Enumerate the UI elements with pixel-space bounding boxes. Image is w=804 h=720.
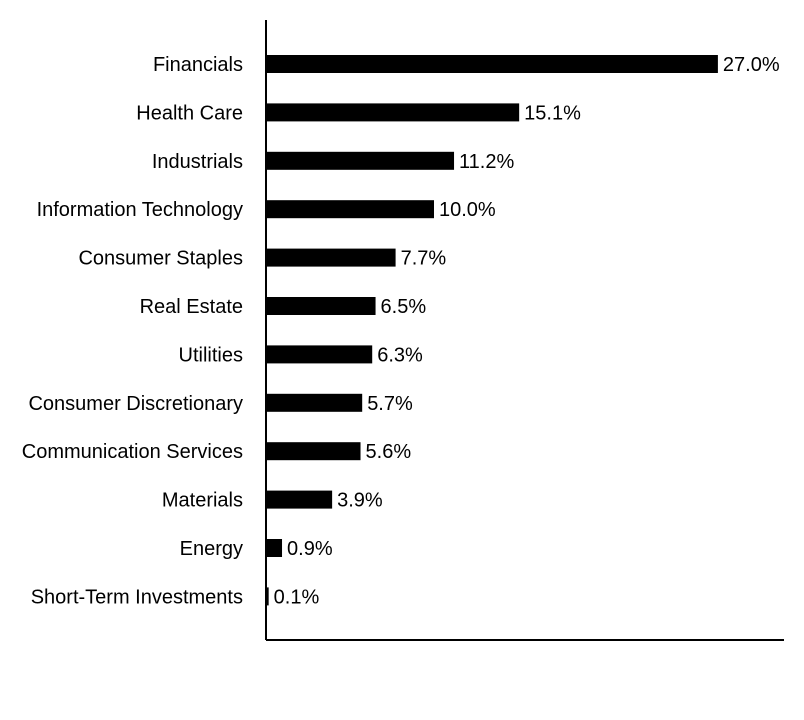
bar-consumer-discretionary <box>267 393 363 412</box>
value-label-real-estate: 6.5% <box>381 296 427 318</box>
category-label-materials: Materials <box>162 490 243 512</box>
labels-layer: Financials 27.0% Health Care 15.1% Industria… <box>22 54 780 608</box>
category-label-real-estate: Real Estate <box>140 296 243 318</box>
value-label-materials: 3.9% <box>337 490 383 512</box>
value-label-consumer-discretionary: 5.7% <box>367 393 413 415</box>
category-label-health-care: Health Care <box>136 102 243 124</box>
bars-layer <box>267 55 718 606</box>
category-label-information-technology: Information Technology <box>37 199 243 221</box>
category-label-industrials: Industrials <box>152 151 243 173</box>
bar-real-estate <box>267 297 376 315</box>
bar-communication-services <box>267 442 361 461</box>
value-label-financials: 27.0% <box>723 54 780 76</box>
bar-health-care <box>267 103 520 122</box>
value-label-communication-services: 5.6% <box>366 441 412 463</box>
bar-financials <box>267 55 718 73</box>
bar-materials <box>267 490 333 509</box>
category-label-energy: Energy <box>180 538 243 560</box>
category-label-consumer-discretionary: Consumer Discretionary <box>28 393 243 415</box>
bar-consumer-staples <box>267 248 396 267</box>
bar-information-technology <box>267 200 434 219</box>
category-label-financials: Financials <box>153 54 243 76</box>
value-label-energy: 0.9% <box>287 538 333 560</box>
category-label-communication-services: Communication Services <box>22 441 243 463</box>
value-label-short-term-investments: 0.1% <box>274 586 320 608</box>
value-label-utilities: 6.3% <box>377 344 423 366</box>
value-label-industrials: 11.2% <box>459 151 514 173</box>
bar-industrials <box>267 151 455 170</box>
value-label-information-technology: 10.0% <box>439 199 496 221</box>
value-label-consumer-staples: 7.7% <box>401 248 447 270</box>
category-label-utilities: Utilities <box>179 344 243 366</box>
category-label-consumer-staples: Consumer Staples <box>78 248 243 270</box>
value-label-health-care: 15.1% <box>524 102 581 124</box>
category-label-short-term-investments: Short-Term Investments <box>31 586 243 608</box>
bar-energy <box>267 539 283 557</box>
bar-utilities <box>267 345 373 364</box>
bar-short-term-investments <box>267 587 269 606</box>
